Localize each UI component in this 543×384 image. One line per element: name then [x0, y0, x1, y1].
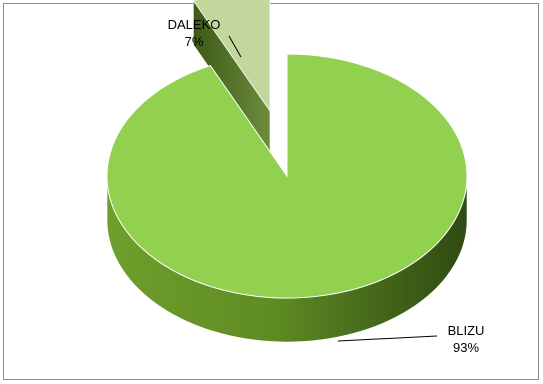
leader-line-blizu: [337, 335, 438, 342]
pie-slice-blizu: [106, 53, 468, 299]
leader-line-daleko: [228, 35, 242, 58]
slice-value-daleko: 7%: [184, 34, 204, 49]
slice-name-daleko: DALEKO: [167, 17, 221, 32]
slice-name-blizu: BLIZU: [447, 323, 485, 338]
data-label-daleko: DALEKO 7%: [162, 16, 226, 50]
pie-slice-daleko: [192, 0, 271, 113]
data-label-blizu: BLIZU 93%: [436, 322, 496, 356]
slice-value-blizu: 93%: [452, 340, 480, 355]
